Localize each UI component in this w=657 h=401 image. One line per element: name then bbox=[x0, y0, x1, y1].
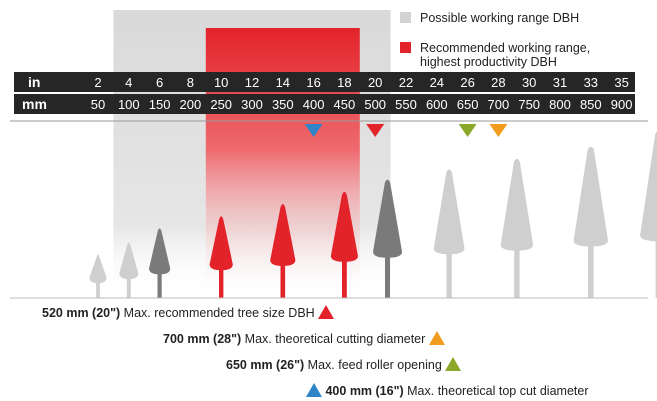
scale-tick-in: 22 bbox=[399, 75, 413, 90]
scale-tick-in: 4 bbox=[125, 75, 132, 90]
tree-crown bbox=[270, 204, 296, 267]
blue-triangle-icon bbox=[306, 383, 322, 397]
tree bbox=[89, 254, 107, 298]
tree-trunk bbox=[655, 239, 657, 298]
scale-tick-in: 35 bbox=[614, 75, 628, 90]
scale-tick-in: 8 bbox=[187, 75, 194, 90]
scale-tick-mm: 550 bbox=[395, 97, 417, 112]
marker-triangle bbox=[366, 124, 385, 137]
tree bbox=[149, 228, 171, 298]
legend-swatch-possible bbox=[400, 12, 411, 23]
note-text: Max. feed roller opening bbox=[304, 358, 442, 372]
scale-tick-in: 33 bbox=[584, 75, 598, 90]
scale-tick-in: 24 bbox=[430, 75, 444, 90]
tree bbox=[433, 169, 465, 298]
note-text: Max. theoretical cutting diameter bbox=[241, 332, 426, 346]
note-max-cutting-diameter: 700 mm (28") Max. theoretical cutting di… bbox=[163, 331, 445, 347]
tree-trunk bbox=[280, 264, 286, 298]
note-text: Max. recommended tree size DBH bbox=[120, 306, 315, 320]
scale-label-in: in bbox=[28, 74, 40, 90]
tree-trunk bbox=[587, 244, 594, 298]
tree-crown bbox=[500, 158, 534, 251]
note-value: 700 mm (28") bbox=[163, 332, 242, 346]
scale-tick-mm: 700 bbox=[488, 97, 510, 112]
scale-tick-mm: 350 bbox=[272, 97, 294, 112]
scale-tick-in: 2 bbox=[94, 75, 101, 90]
scale-tick-mm: 450 bbox=[334, 97, 356, 112]
tree bbox=[500, 158, 534, 298]
scale-tick-mm: 500 bbox=[364, 97, 386, 112]
tree bbox=[209, 216, 233, 298]
tree-crown bbox=[209, 216, 233, 271]
note-value: 650 mm (26") bbox=[226, 358, 305, 372]
tree-trunk bbox=[126, 277, 131, 298]
tree bbox=[573, 146, 608, 298]
scale-tick-in: 30 bbox=[522, 75, 536, 90]
scale-tick-mm: 800 bbox=[549, 97, 571, 112]
scale-tick-mm: 600 bbox=[426, 97, 448, 112]
tree-trunk bbox=[514, 248, 520, 298]
tree-trunk bbox=[341, 259, 347, 298]
marker-triangle bbox=[458, 124, 477, 137]
scale-tick-in: 31 bbox=[553, 75, 567, 90]
scale-label-mm: mm bbox=[22, 96, 47, 112]
scale-tick-mm: 100 bbox=[118, 97, 140, 112]
scale-tick-in: 20 bbox=[368, 75, 382, 90]
tree-crown bbox=[433, 169, 465, 255]
tree-crown bbox=[330, 191, 358, 262]
note-value: 400 mm (16") bbox=[325, 384, 404, 398]
red-triangle-icon bbox=[318, 305, 335, 319]
orange-triangle-icon bbox=[428, 331, 445, 345]
scale-tick-in: 28 bbox=[491, 75, 505, 90]
tree-crown bbox=[373, 179, 403, 258]
tree-crown bbox=[89, 254, 107, 284]
note-max-top-cut-diameter: 400 mm (16") Max. theoretical top cut di… bbox=[306, 383, 588, 399]
scale-tick-mm: 750 bbox=[518, 97, 540, 112]
tree bbox=[373, 179, 403, 298]
tree bbox=[330, 191, 358, 298]
scale-tick-mm: 50 bbox=[91, 97, 105, 112]
tree-crown bbox=[149, 228, 171, 275]
scale-tick-in: 18 bbox=[337, 75, 351, 90]
scale-tick-mm: 150 bbox=[149, 97, 171, 112]
tree-trunk bbox=[96, 281, 100, 298]
scale-tick-in: 10 bbox=[214, 75, 228, 90]
legend-label-possible: Possible working range DBH bbox=[420, 11, 580, 25]
scale-tick-mm: 650 bbox=[457, 97, 479, 112]
tree bbox=[270, 204, 296, 298]
scale-tick-in: 6 bbox=[156, 75, 163, 90]
legend-label-recommended: Recommended working range, highest produ… bbox=[420, 41, 591, 69]
marker-triangle bbox=[489, 124, 508, 137]
marker-triangle bbox=[304, 124, 323, 137]
scale-tick-mm: 900 bbox=[611, 97, 633, 112]
scale-tick-mm: 850 bbox=[580, 97, 602, 112]
tree-trunk bbox=[446, 252, 452, 298]
green-triangle-icon bbox=[445, 357, 462, 371]
scale-tick-mm: 400 bbox=[303, 97, 325, 112]
tree bbox=[640, 131, 657, 298]
scale-tick-mm: 250 bbox=[210, 97, 232, 112]
tree-crown bbox=[119, 242, 139, 280]
tree-trunk bbox=[157, 272, 162, 298]
scale-tick-in: 14 bbox=[276, 75, 290, 90]
tree-crown bbox=[573, 146, 608, 247]
scale-tick-in: 26 bbox=[460, 75, 474, 90]
tree-trunk bbox=[218, 268, 224, 298]
note-max-feed-roller-opening: 650 mm (26") Max. feed roller opening bbox=[226, 357, 462, 373]
scale-tick-mm: 300 bbox=[241, 97, 263, 112]
scale-tick-mm: 200 bbox=[180, 97, 202, 112]
tree-trunk bbox=[385, 255, 391, 298]
note-text: Max. theoretical top cut diameter bbox=[403, 384, 589, 398]
scale-tick-in: 16 bbox=[306, 75, 320, 90]
note-max-recommended-tree-size: 520 mm (20") Max. recommended tree size … bbox=[42, 305, 335, 321]
note-value: 520 mm (20") bbox=[42, 306, 121, 320]
legend-swatch-recommended bbox=[400, 42, 411, 53]
scale-bar-inches bbox=[14, 72, 635, 92]
tree-crown bbox=[640, 131, 657, 242]
scale-bar-mm bbox=[14, 94, 635, 114]
scale-tick-in: 12 bbox=[245, 75, 259, 90]
tree bbox=[119, 242, 139, 298]
